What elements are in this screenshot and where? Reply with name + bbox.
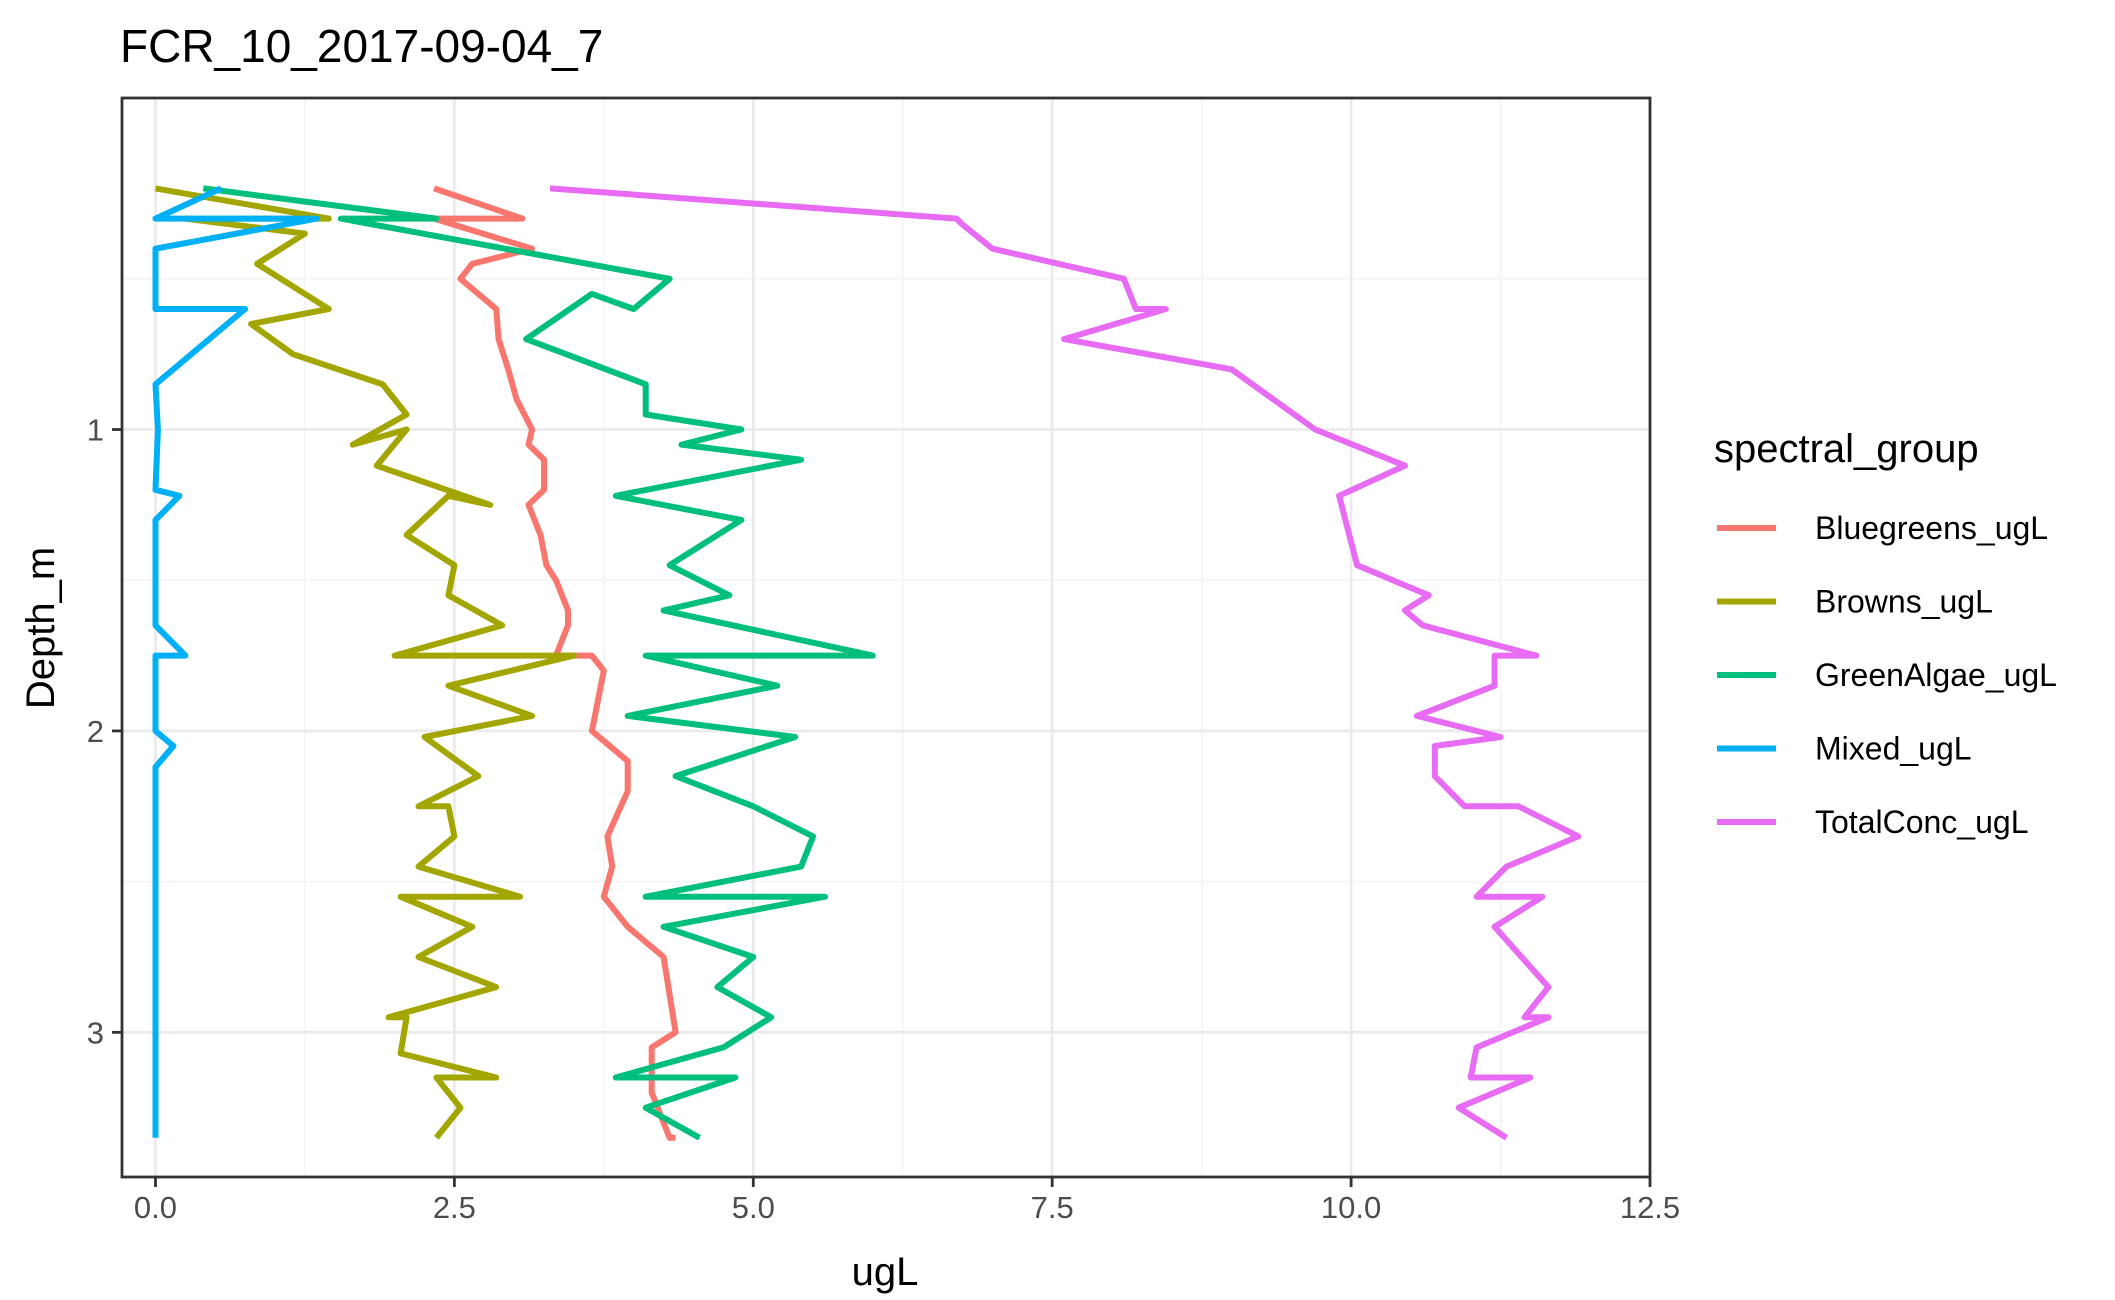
legend-label: GreenAlgae_ugL bbox=[1815, 657, 2057, 693]
x-axis-title: ugL bbox=[852, 1250, 919, 1294]
legend-label: Browns_ugL bbox=[1815, 584, 1993, 620]
y-tick-label: 3 bbox=[87, 1015, 104, 1050]
series-line-bluegreens-ugl bbox=[431, 185, 679, 1141]
series-layer bbox=[152, 185, 1582, 1141]
legend-label: TotalConc_ugL bbox=[1815, 804, 2028, 840]
series-line-browns-ugl bbox=[154, 185, 577, 1140]
series-line-mixed-ugl bbox=[152, 185, 320, 1138]
x-tick-label: 12.5 bbox=[1620, 1190, 1680, 1225]
panel-border bbox=[120, 96, 1652, 1179]
x-axis: 0.0 2.5 5.0 7.5 10.0 12.5 bbox=[134, 1177, 1680, 1225]
chart-title: FCR_10_2017-09-04_7 bbox=[120, 20, 603, 72]
y-tick-label: 2 bbox=[87, 714, 104, 749]
x-tick-label: 5.0 bbox=[732, 1190, 775, 1225]
x-tick-label: 7.5 bbox=[1031, 1190, 1074, 1225]
legend-label: Mixed_ugL bbox=[1815, 731, 1972, 767]
legend-label: Bluegreens_ugL bbox=[1815, 510, 2048, 546]
y-axis-title: Depth_m bbox=[19, 547, 63, 709]
y-axis: 1 2 3 bbox=[87, 413, 122, 1050]
series-line-greenalgae-ugl bbox=[202, 185, 876, 1141]
panel-grid bbox=[122, 98, 1652, 1177]
x-tick-label: 10.0 bbox=[1321, 1190, 1381, 1225]
panel-background bbox=[122, 98, 1650, 1177]
series-line-totalconc-ugl bbox=[549, 185, 1582, 1141]
legend: spectral_group Bluegreens_ugL Browns_ugL G… bbox=[1714, 427, 2057, 840]
legend-title: spectral_group bbox=[1714, 427, 1979, 471]
y-tick-label: 1 bbox=[87, 413, 104, 448]
x-tick-label: 0.0 bbox=[134, 1190, 177, 1225]
x-tick-label: 2.5 bbox=[433, 1190, 476, 1225]
